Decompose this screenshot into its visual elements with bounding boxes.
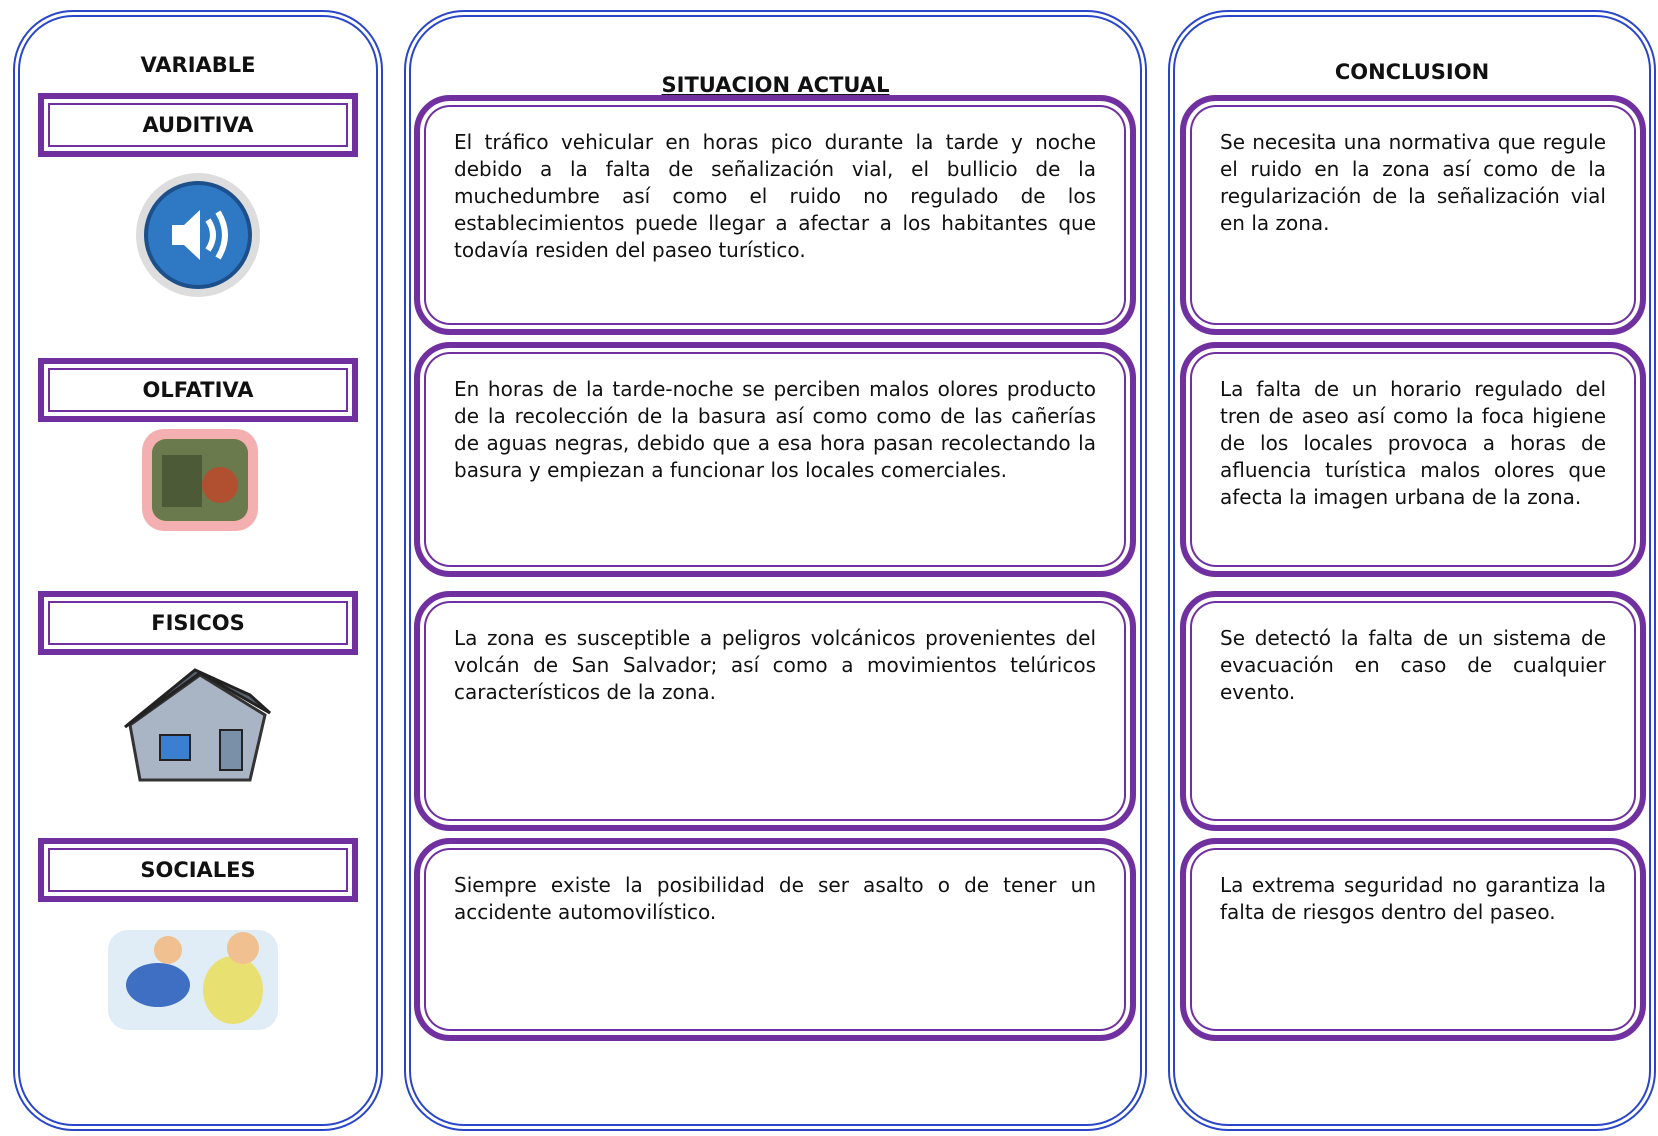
- conclusion-box: La extrema seguridad no garantiza la fal…: [1180, 838, 1646, 1041]
- column-header: VARIABLE: [140, 53, 256, 77]
- sound-icon: [136, 173, 260, 297]
- conclusion-box: Se necesita una normativa que regule el …: [1180, 95, 1646, 335]
- variable-label: SOCIALES: [38, 838, 358, 902]
- situacion-column: SITUACION ACTUAL: [404, 10, 1147, 1131]
- variable-label: OLFATIVA: [38, 358, 358, 422]
- column-header: SITUACION ACTUAL: [661, 73, 890, 97]
- situation-box: En horas de la tarde-noche se perciben m…: [414, 342, 1136, 577]
- variable-label: FISICOS: [38, 591, 358, 655]
- variable-label: AUDITIVA: [38, 93, 358, 157]
- conclusion-column: CONCLUSION: [1168, 10, 1656, 1131]
- situation-box: La zona es susceptible a peligros volcán…: [414, 591, 1136, 831]
- conclusion-box: La falta de un horario regulado del tren…: [1180, 342, 1646, 577]
- variable-column: VARIABLE: [13, 10, 383, 1131]
- social-icon: [108, 930, 278, 1030]
- column-header: CONCLUSION: [1334, 60, 1490, 84]
- conclusion-box: Se detectó la falta de un sistema de eva…: [1180, 591, 1646, 831]
- situation-box: El tráfico vehicular en horas pico duran…: [414, 95, 1136, 335]
- garbage-icon: [142, 429, 258, 531]
- house-icon: [124, 668, 272, 782]
- situation-box: Siempre existe la posibilidad de ser asa…: [414, 838, 1136, 1041]
